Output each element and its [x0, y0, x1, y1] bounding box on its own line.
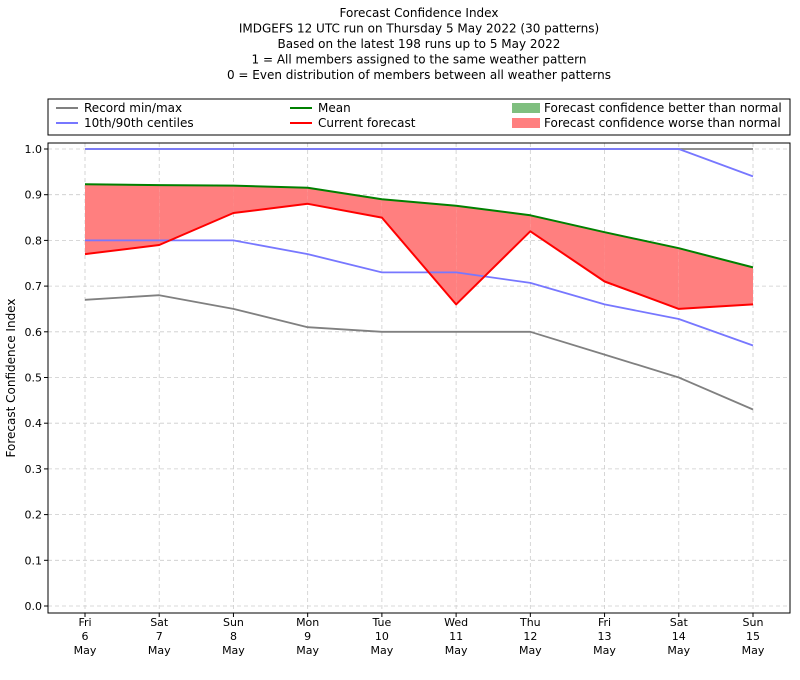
y-tick-label: 0.6 — [25, 326, 43, 339]
x-tick-label: Sat — [670, 616, 689, 629]
series-line-90th-centile — [85, 148, 754, 178]
confidence-fill-segment — [530, 215, 605, 282]
x-tick-label: 12 — [523, 630, 537, 643]
title-line: 1 = All members assigned to the same wea… — [252, 53, 587, 67]
confidence-fill-segment — [159, 185, 234, 245]
confidence-fill-segment — [307, 187, 382, 218]
x-tick-label: Sun — [743, 616, 764, 629]
y-tick-label: 1.0 — [25, 143, 43, 156]
x-tick-label: 15 — [746, 630, 760, 643]
y-tick-label: 0.9 — [25, 189, 43, 202]
x-tick-label: 8 — [230, 630, 237, 643]
x-tick-label: Fri — [598, 616, 611, 629]
title-line: 0 = Even distribution of members between… — [227, 68, 611, 82]
y-tick-label: 0.0 — [25, 600, 43, 613]
x-tick-label: May — [371, 644, 394, 657]
series-line-current-forecast — [84, 202, 754, 310]
x-tick-label: May — [296, 644, 319, 657]
series-line-10th-centile — [85, 239, 754, 347]
legend-label: Forecast confidence better than normal — [544, 101, 782, 115]
y-tick-label: 0.4 — [25, 417, 43, 430]
y-tick-label: 0.5 — [25, 372, 43, 385]
x-tick-label: Fri — [78, 616, 91, 629]
legend-frame — [47, 98, 791, 136]
confidence-fill-segment — [85, 184, 160, 255]
title-line: Forecast Confidence Index — [340, 6, 499, 20]
y-tick-label: 0.3 — [25, 463, 43, 476]
x-tick-label: 10 — [375, 630, 389, 643]
legend-label: Mean — [318, 101, 351, 115]
x-tick-label: May — [74, 644, 97, 657]
x-tick-label: May — [148, 644, 171, 657]
x-tick-label: Thu — [519, 616, 541, 629]
confidence-fill-segment — [381, 199, 457, 305]
legend-label: 10th/90th centiles — [84, 116, 194, 130]
x-tick-label: Mon — [296, 616, 319, 629]
y-tick-label: 0.2 — [25, 509, 43, 522]
series-line-record-min — [84, 294, 754, 411]
x-tick-label: 11 — [449, 630, 463, 643]
title-line: Based on the latest 198 runs up to 5 May… — [278, 37, 561, 51]
x-axis-ticks: Fri6MaySat7MaySun8MayMon9MayTue10MayWed1… — [74, 613, 765, 657]
chart-title: Forecast Confidence Index IMDGEFS 12 UTC … — [227, 6, 611, 82]
x-tick-label: May — [667, 644, 690, 657]
series-lines — [84, 148, 754, 411]
legend-swatch — [512, 103, 540, 113]
x-tick-label: 6 — [82, 630, 89, 643]
x-tick-label: 9 — [304, 630, 311, 643]
y-axis-label: Forecast Confidence Index — [4, 299, 18, 458]
legend-label: Forecast confidence worse than normal — [544, 116, 781, 130]
y-tick-label: 0.7 — [25, 280, 43, 293]
x-tick-label: Tue — [371, 616, 391, 629]
x-tick-label: 14 — [672, 630, 686, 643]
confidence-fill-segment — [604, 232, 679, 309]
plot-area: 0.00.10.20.30.40.50.60.70.80.91.0 Fri6Ma… — [25, 142, 791, 657]
x-tick-label: 13 — [598, 630, 612, 643]
legend-label: Current forecast — [318, 116, 416, 130]
x-tick-label: May — [519, 644, 542, 657]
x-tick-label: Wed — [444, 616, 468, 629]
x-tick-label: May — [222, 644, 245, 657]
x-tick-label: May — [445, 644, 468, 657]
confidence-fill-segment — [233, 185, 308, 213]
y-tick-label: 0.8 — [25, 234, 43, 247]
y-tick-label: 0.1 — [25, 554, 43, 567]
legend-swatch — [512, 118, 540, 128]
x-tick-label: May — [742, 644, 765, 657]
series-line-mean — [84, 183, 754, 269]
legend-label: Record min/max — [84, 101, 182, 115]
confidence-fill-segment — [456, 205, 531, 305]
title-line: IMDGEFS 12 UTC run on Thursday 5 May 202… — [239, 22, 599, 36]
x-tick-label: Sat — [150, 616, 169, 629]
y-axis-ticks: 0.0 0.1 0.2 0.3 0.4 0.5 0.6 0.7 0.8 0.9 1.0 — [25, 143, 48, 613]
x-tick-label: May — [593, 644, 616, 657]
confidence-fill — [85, 184, 753, 309]
x-tick-label: Sun — [223, 616, 244, 629]
x-tick-label: 7 — [156, 630, 163, 643]
